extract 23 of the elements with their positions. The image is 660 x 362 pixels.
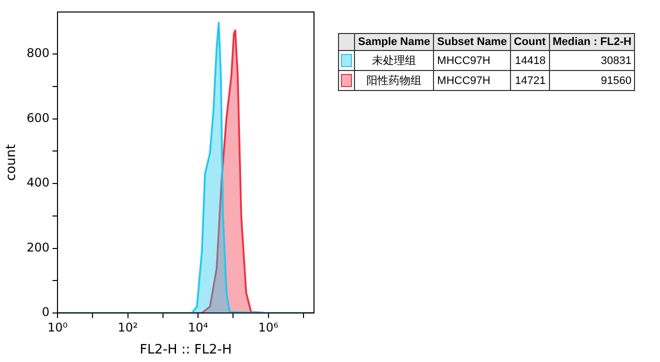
legend-title: Sample Name — [354, 34, 434, 50]
y-tick-label: 600 — [26, 110, 50, 125]
text: MHCC97H — [434, 50, 510, 70]
x-tick-label: 10² — [118, 320, 138, 334]
y-axis-title: count — [4, 144, 20, 181]
text: 14721 — [510, 70, 550, 90]
y-tick-label: 400 — [26, 176, 50, 190]
y-tick-label: 200 — [26, 240, 50, 254]
y-tick-label: 0 — [42, 305, 50, 320]
legend-label: 阳性药物组 — [354, 70, 434, 90]
x-tick-label: 10⁴ — [188, 320, 208, 334]
text: MHCC97H — [434, 70, 510, 90]
text: 14418 — [510, 50, 550, 70]
x-tick-label: 10⁶ — [258, 320, 279, 334]
text: 30831 — [549, 50, 635, 70]
text: Subset Name — [434, 34, 510, 50]
text: Median : FL2-H — [549, 34, 635, 50]
x-axis-title: FL2-H :: FL2-H — [140, 342, 232, 358]
legend-label: 未处理组 — [354, 50, 434, 70]
x-tick-label: 10⁰ — [47, 320, 68, 334]
text: Count — [510, 34, 550, 50]
text: 91560 — [549, 70, 635, 90]
y-tick-label: 800 — [26, 46, 50, 60]
